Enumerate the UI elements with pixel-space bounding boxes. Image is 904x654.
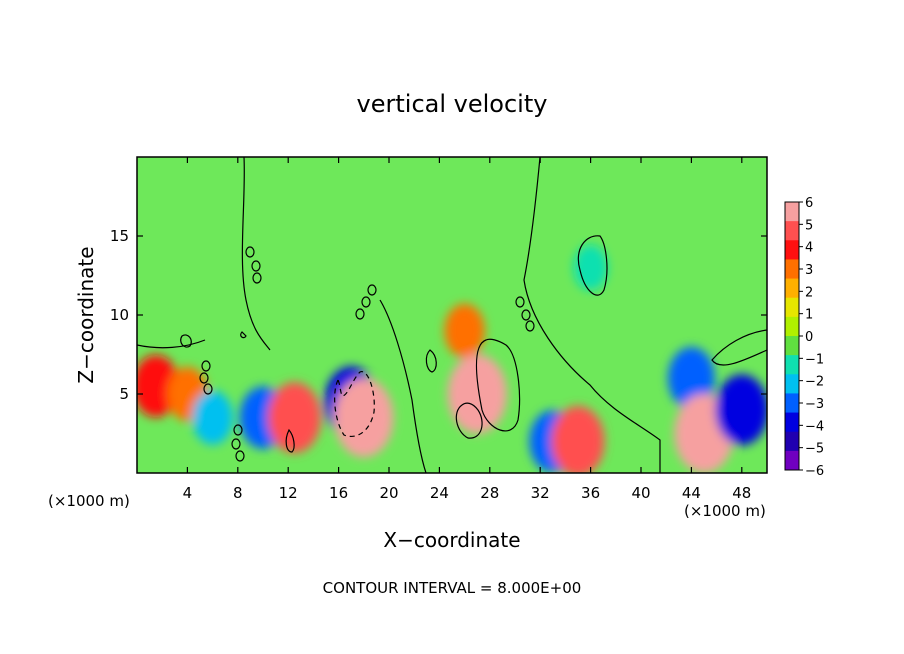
small-contour: [367, 284, 377, 296]
y-tick-label: 5: [119, 385, 129, 403]
contour-lines: [137, 157, 767, 473]
negative-contour: [334, 371, 375, 437]
zero-contour: [523, 157, 661, 473]
small-contour: [201, 360, 211, 372]
zero-contour: [475, 338, 521, 432]
y-axis-label: Z−coordinate: [74, 246, 98, 383]
velocity-cell: [444, 303, 485, 358]
colorbar-segment: [785, 316, 799, 337]
x-axis-label: X−coordinate: [383, 528, 520, 552]
zero-contour: [137, 339, 206, 349]
small-contour: [235, 450, 245, 462]
x-tick-label: 16: [329, 484, 348, 502]
y-tick-label: 15: [110, 227, 129, 245]
colorbar-segment: [785, 240, 799, 260]
colorbar-segment: [785, 278, 799, 299]
y-axis: 5 10 15: [110, 227, 767, 403]
small-contour: [361, 296, 371, 308]
zero-contour: [379, 299, 427, 473]
plot-area: [136, 156, 768, 474]
x-tick-label: 4: [183, 484, 193, 502]
colorbar-segment: [785, 412, 799, 433]
velocity-cell: [334, 378, 394, 458]
colorbar-label: −4: [805, 419, 824, 434]
x-tick-label: 36: [581, 484, 600, 502]
x-tick-label: 44: [682, 484, 701, 502]
colorbar-segment: [785, 374, 799, 394]
chart-title: vertical velocity: [357, 90, 548, 118]
zero-contour: [455, 402, 483, 439]
colorbar-segment: [785, 355, 799, 375]
velocity-cell: [668, 347, 715, 410]
x-unit-left: (×1000 m): [48, 492, 130, 510]
velocity-cell: [267, 382, 322, 454]
colorbar-segment: [785, 297, 799, 318]
x-tick-label: 40: [631, 484, 650, 502]
velocity-cell: [551, 406, 605, 473]
zero-contour: [240, 331, 247, 339]
colorbar-label: 1: [805, 308, 813, 323]
zero-contour: [241, 157, 271, 351]
small-contour: [515, 296, 525, 308]
x-tick-label: 8: [233, 484, 243, 502]
velocity-cell: [715, 374, 767, 446]
colorbar-segment: [785, 393, 799, 414]
small-contour: [252, 272, 262, 284]
colorbar-label: 4: [805, 241, 813, 256]
zero-contour: [180, 334, 192, 348]
zero-contour: [577, 235, 608, 296]
colorbar-label: −1: [805, 352, 824, 367]
x-axis: 4 8 12 16 20 24 28 32 36 40 44 48: [183, 157, 751, 502]
x-tick-label: 28: [480, 484, 499, 502]
colorbar-segment: [785, 202, 799, 222]
colorbar-segment: [785, 221, 799, 241]
x-tick-label: 32: [531, 484, 550, 502]
small-contour: [525, 320, 535, 332]
colorbar-label: −3: [805, 397, 824, 412]
x-tick-label: 12: [279, 484, 298, 502]
small-contour: [355, 308, 365, 320]
x-tick-label: 24: [430, 484, 449, 502]
small-contour: [233, 424, 243, 436]
small-contour: [245, 246, 255, 258]
colorbar-segment: [785, 450, 799, 471]
zero-contour: [285, 428, 295, 453]
x-unit-right: (×1000 m): [684, 502, 766, 520]
colorbar-label: 2: [805, 285, 813, 300]
colorbar-label: −5: [805, 442, 824, 457]
velocity-cell: [192, 390, 233, 445]
colorbar-label: −2: [805, 375, 824, 390]
colorbar-label: −6: [805, 464, 824, 479]
y-tick-label: 10: [110, 306, 129, 324]
colorbar-label: 3: [805, 263, 813, 278]
velocity-cell: [447, 354, 507, 434]
contour-interval-note: CONTOUR INTERVAL = 8.000E+00: [323, 579, 582, 597]
colorbar-label: 5: [805, 218, 813, 233]
colorbar-label: 0: [805, 330, 813, 345]
small-contour: [199, 372, 209, 384]
zero-contour: [711, 329, 767, 366]
colorbar-label: 6: [805, 196, 813, 211]
small-contour: [231, 438, 241, 450]
colorbar-segment: [785, 259, 799, 280]
small-contour: [203, 383, 213, 395]
x-tick-label: 20: [379, 484, 398, 502]
small-contour: [521, 309, 531, 321]
small-contour: [251, 260, 261, 272]
colorbar-segment: [785, 431, 799, 452]
zero-contour: [425, 349, 437, 373]
colorbar: 6 5 4 3 2 1 0 −1 −2 −3 −4 −5 −6: [784, 196, 824, 479]
colorbar-segment: [785, 336, 799, 356]
x-tick-label: 48: [732, 484, 751, 502]
